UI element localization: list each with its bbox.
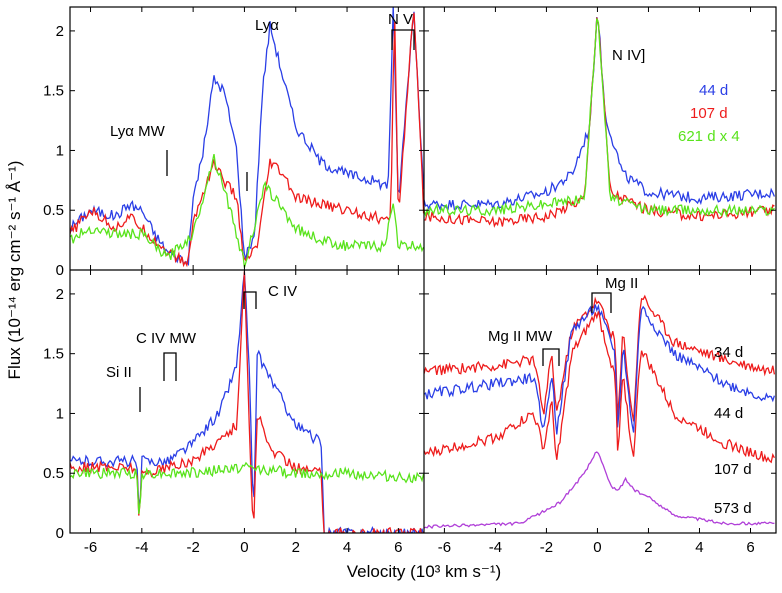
line-markers bbox=[139, 29, 612, 412]
nv-label: N V bbox=[388, 11, 413, 28]
x-tick-label: -4 bbox=[489, 539, 502, 556]
x-tick-label: 0 bbox=[593, 539, 601, 556]
mgii-107d-label: 107 d bbox=[714, 461, 752, 478]
mgii-34d-label: 34 d bbox=[714, 344, 743, 361]
nv-bracket bbox=[391, 29, 415, 50]
mgii-mw-bracket bbox=[542, 348, 560, 366]
lya-mw-label: Lyα MW bbox=[110, 123, 166, 140]
y-tick-label: 0.5 bbox=[43, 465, 64, 482]
series-621-d-x-4-top-right bbox=[424, 18, 775, 218]
x-tick-label: -2 bbox=[540, 539, 553, 556]
y-tick-label: 1 bbox=[56, 142, 64, 159]
civ-mw-bracket bbox=[163, 352, 177, 381]
y-axis-label: Flux (10⁻¹⁴ erg cm⁻² s⁻¹ Å⁻¹) bbox=[5, 161, 24, 380]
series-44-d-top-left bbox=[70, 7, 424, 267]
panel-bottom-right bbox=[424, 294, 776, 530]
y-tick-label: 2 bbox=[56, 286, 64, 303]
x-tick-label: 0 bbox=[240, 539, 248, 556]
x-tick-label: 2 bbox=[644, 539, 652, 556]
siii-label: Si II bbox=[106, 364, 132, 381]
y-tick-label: 0 bbox=[56, 262, 64, 279]
mgii-bracket bbox=[591, 292, 612, 313]
legend-621d: 621 d x 4 bbox=[678, 128, 740, 145]
y-tick-label: 1.5 bbox=[43, 83, 64, 100]
legend-44d: 44 d bbox=[699, 82, 728, 99]
y-tick-label: 0.5 bbox=[43, 202, 64, 219]
y-tick-label: 1 bbox=[56, 405, 64, 422]
mgii-44d-label: 44 d bbox=[714, 405, 743, 422]
x-tick-label: -6 bbox=[84, 539, 97, 556]
mgii-label: Mg II bbox=[605, 275, 638, 292]
series-44-d-bottom-right bbox=[424, 303, 776, 435]
series-44-d-bottom-left bbox=[70, 272, 424, 533]
civ-label: C IV bbox=[268, 283, 297, 300]
x-tick-label: -4 bbox=[135, 539, 148, 556]
x-tick-label: 4 bbox=[695, 539, 703, 556]
x-axis-label: Velocity (10³ km s⁻¹) bbox=[347, 562, 501, 581]
x-tick-label: 4 bbox=[343, 539, 351, 556]
civ-bracket bbox=[243, 291, 257, 309]
series-layer bbox=[70, 7, 776, 533]
series-34-d-bottom-right bbox=[424, 294, 776, 422]
series-621-d-x-4-bottom-left bbox=[70, 461, 424, 514]
panel-top-left bbox=[70, 7, 424, 268]
legend-107d: 107 d bbox=[690, 105, 728, 122]
series-573-d-bottom-right bbox=[424, 451, 775, 530]
mgii-mw-label: Mg II MW bbox=[488, 328, 553, 345]
y-tick-label: 2 bbox=[56, 23, 64, 40]
series-621-d-x-4-top-left bbox=[70, 153, 424, 268]
niv-label: N IV] bbox=[612, 47, 645, 64]
civ-mw-label: C IV MW bbox=[136, 330, 197, 347]
mgii-573d-label: 573 d bbox=[714, 500, 752, 517]
lya-label: Lyα bbox=[255, 17, 279, 34]
panel-top-right bbox=[424, 16, 775, 228]
series-107-d-bottom-left bbox=[70, 271, 424, 533]
y-tick-label: 1.5 bbox=[43, 346, 64, 363]
x-tick-label: -2 bbox=[186, 539, 199, 556]
x-tick-label: -6 bbox=[438, 539, 451, 556]
x-tick-label: 6 bbox=[746, 539, 754, 556]
panel-bottom-left bbox=[70, 271, 424, 533]
axis-ticks: -6 -4 -2 0 2 4 6 -6 -4 -2 0 2 4 6 0 0.5 1 1.5 2 0 0.5 1 1.5 2 bbox=[43, 7, 776, 556]
x-tick-label: 2 bbox=[292, 539, 300, 556]
x-tick-label: 6 bbox=[394, 539, 402, 556]
y-tick-label: 0 bbox=[56, 525, 64, 542]
series-107-d-bottom-right bbox=[424, 311, 775, 464]
